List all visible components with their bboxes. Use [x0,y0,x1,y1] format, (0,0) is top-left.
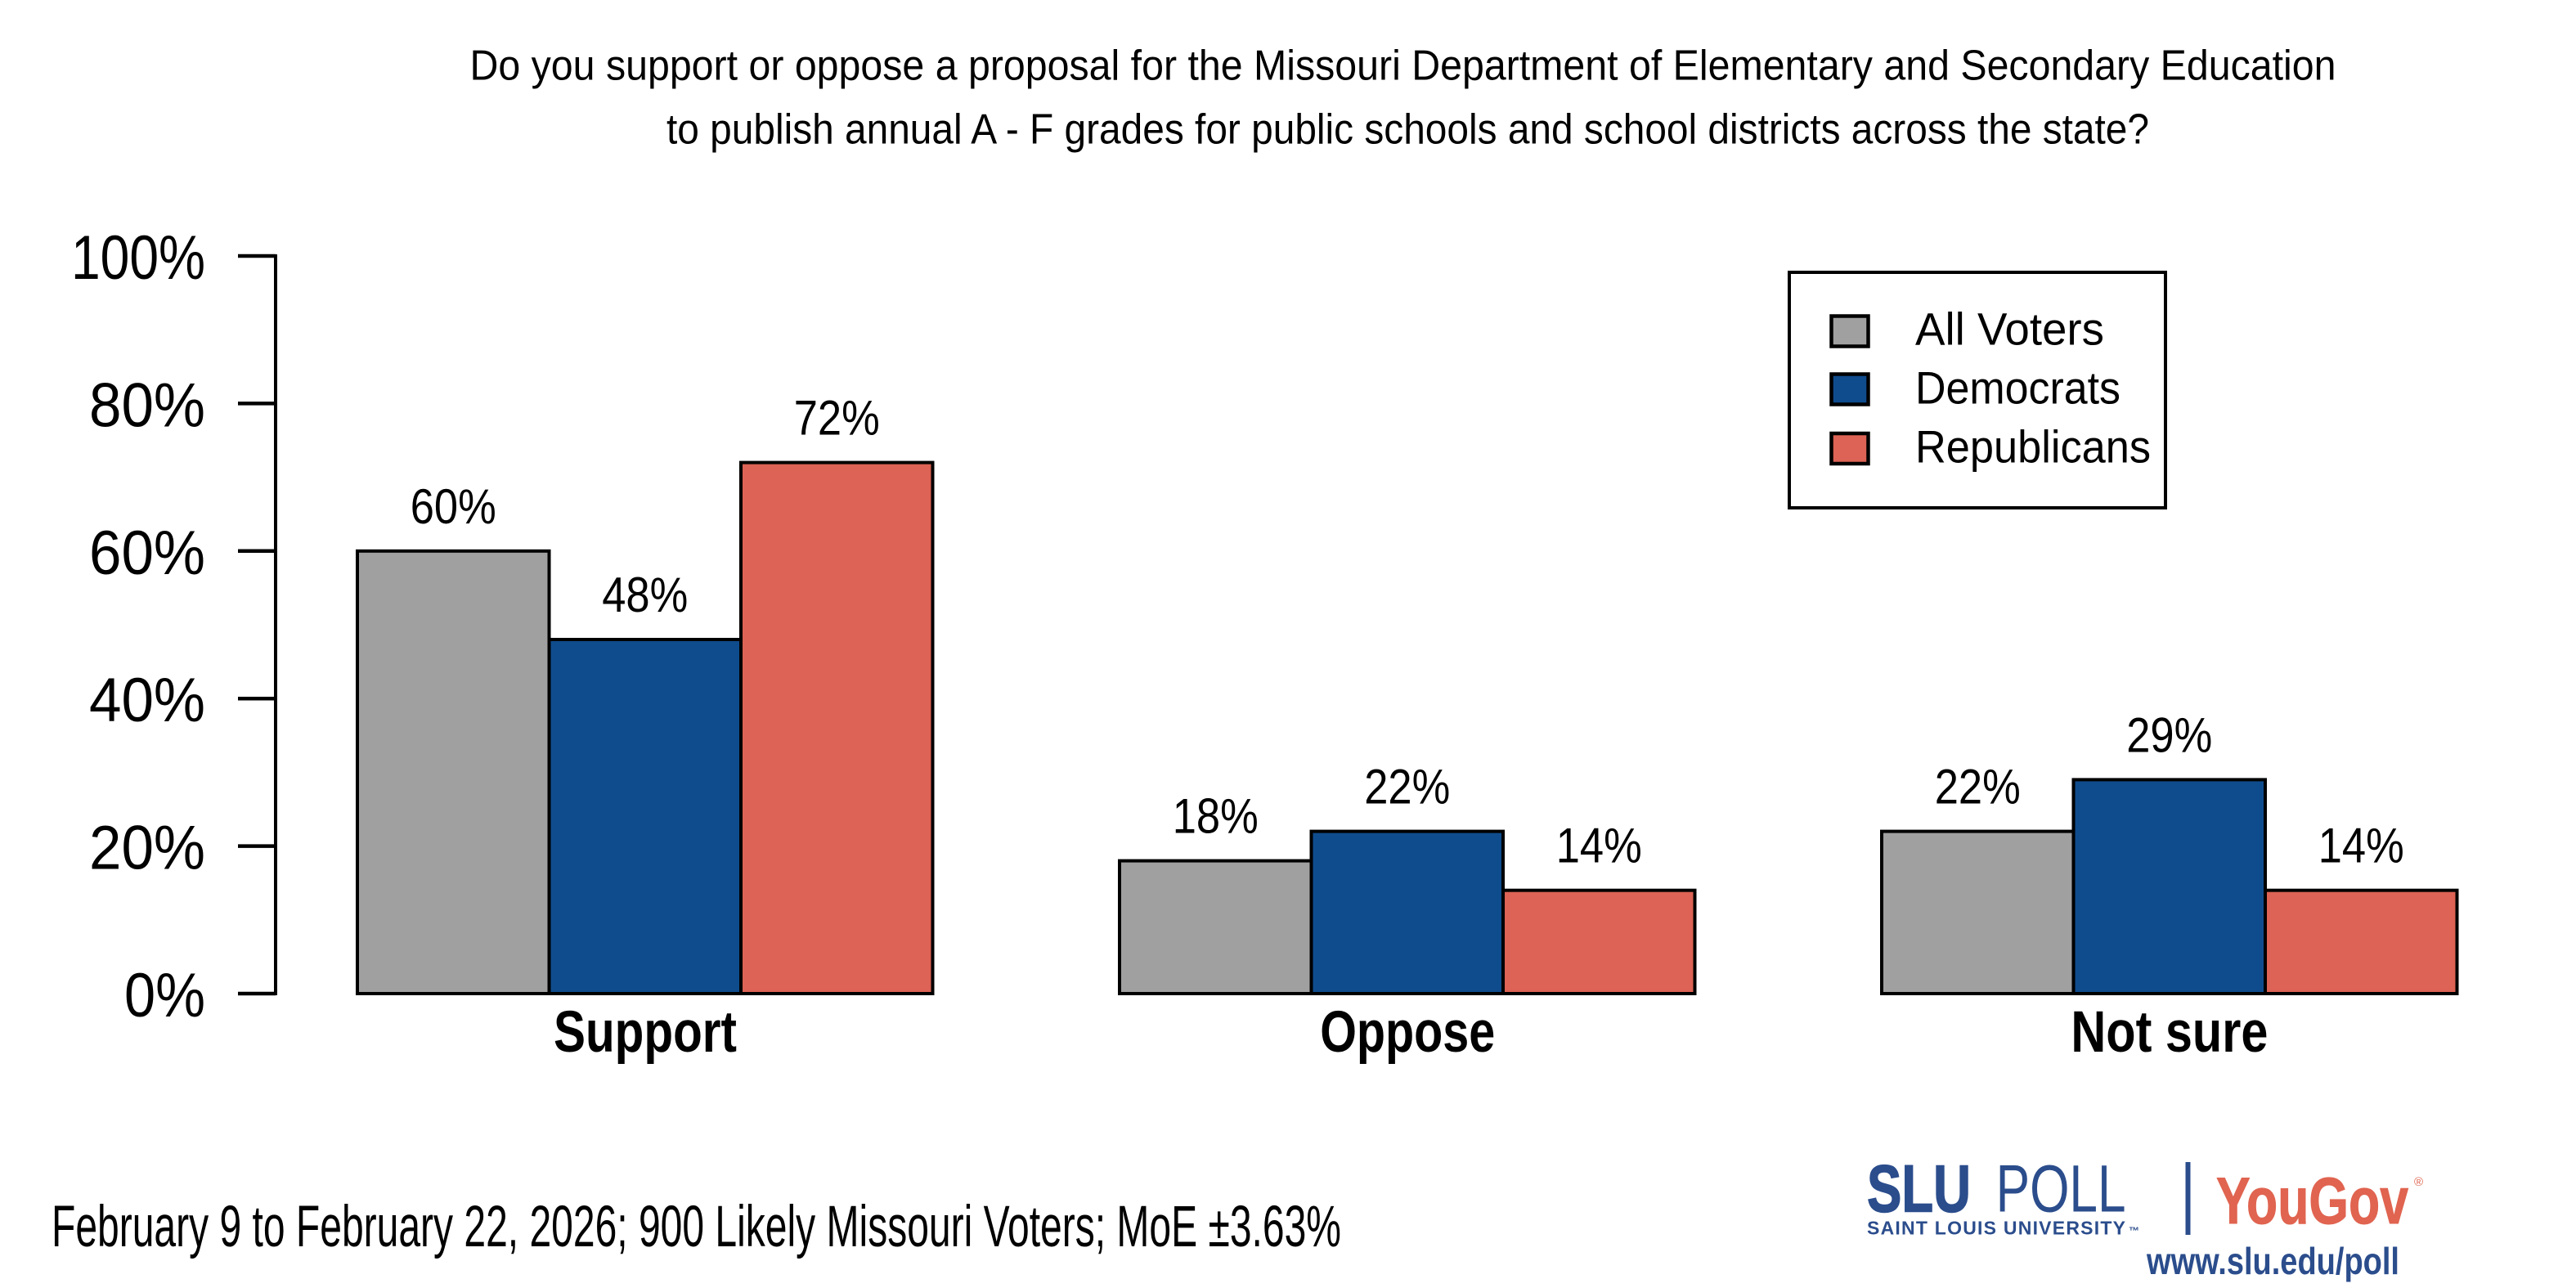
svg-text:Democrats: Democrats [1915,362,2120,414]
svg-text:February 9 to February 22, 202: February 9 to February 22, 2026; 900 Lik… [52,1195,1341,1259]
svg-text:20%: 20% [89,814,205,883]
svg-text:All Voters: All Voters [1915,303,2104,355]
svg-text:14%: 14% [2318,819,2404,873]
svg-text:Not sure: Not sure [2071,1000,2268,1065]
svg-text:80%: 80% [89,370,205,440]
svg-text:0%: 0% [124,961,205,1030]
svg-text:POLL: POLL [1996,1152,2126,1227]
svg-text:Support: Support [554,1000,737,1065]
svg-text:72%: 72% [794,391,880,446]
svg-text:48%: 48% [602,568,688,622]
svg-text:™: ™ [2129,1225,2139,1237]
svg-text:www.slu.edu/poll: www.slu.edu/poll [2146,1240,2399,1282]
svg-text:SLU: SLU [1867,1152,1971,1227]
svg-text:YouGov: YouGov [2216,1165,2408,1238]
svg-text:60%: 60% [411,479,496,534]
svg-text:®: ® [2414,1175,2423,1189]
svg-text:Do you support or oppose a pro: Do you support or oppose a proposal for … [470,43,2336,90]
svg-text:40%: 40% [89,666,205,735]
svg-text:Republicans: Republicans [1915,421,2151,473]
svg-text:14%: 14% [1556,819,1642,873]
svg-text:Oppose: Oppose [1320,1000,1495,1065]
svg-text:60%: 60% [89,518,205,588]
svg-text:18%: 18% [1173,789,1259,844]
svg-text:29%: 29% [2126,707,2212,762]
svg-text:SAINT LOUIS UNIVERSITY: SAINT LOUIS UNIVERSITY [1867,1218,2125,1239]
svg-text:100%: 100% [71,223,205,293]
svg-text:22%: 22% [1935,760,2021,815]
svg-text:22%: 22% [1364,760,1450,815]
svg-text:to publish annual A - F grades: to publish annual A - F grades for publi… [666,106,2149,154]
